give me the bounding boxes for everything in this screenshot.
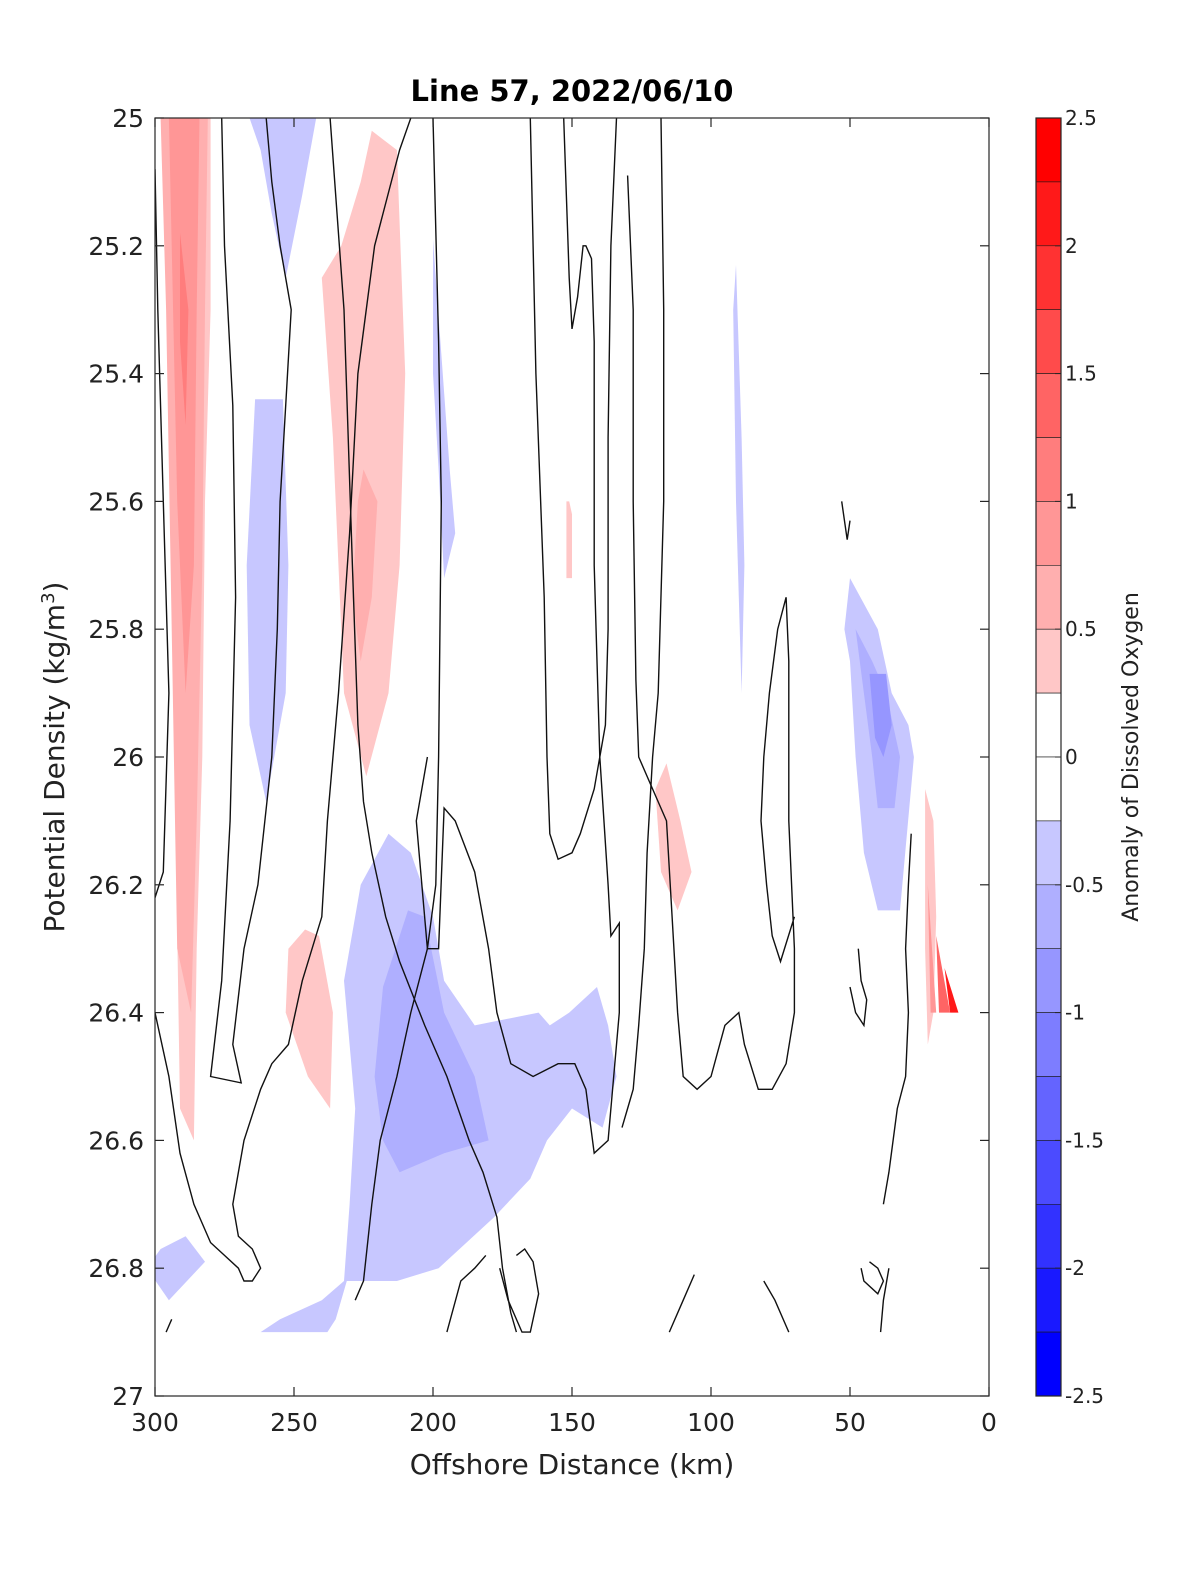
y-tick-label: 25.2 — [88, 232, 144, 261]
anomaly-region — [655, 763, 692, 911]
anomaly-region — [180, 233, 189, 425]
contour-line — [209, 118, 292, 1084]
anomaly-region — [285, 929, 333, 1109]
filled-contour-regions — [155, 118, 959, 1333]
contour-line — [668, 1274, 695, 1333]
anomaly-region — [869, 673, 892, 757]
colorbar-segment — [1035, 245, 1062, 311]
contour-line — [529, 118, 618, 861]
anomaly-region — [936, 935, 951, 1013]
colorbar-tick-label: 0 — [1065, 745, 1078, 769]
x-tick-label: 100 — [687, 1408, 735, 1437]
y-tick-label: 25.4 — [88, 360, 144, 389]
anomaly-region — [246, 399, 289, 802]
anomaly-region — [352, 469, 378, 662]
y-tick-label: 26.6 — [88, 1126, 144, 1155]
chart-title: Line 57, 2022/06/10 — [411, 74, 734, 108]
anomaly-region — [733, 265, 745, 694]
colorbar-segment — [1035, 1204, 1062, 1269]
contour-line — [763, 1280, 790, 1333]
contour-line — [446, 1254, 487, 1333]
colorbar-segment — [1035, 884, 1062, 949]
anomaly-region — [944, 967, 959, 1013]
colorbar-segment — [1035, 1012, 1062, 1077]
x-tick-label: 200 — [409, 1408, 457, 1437]
colorbar-segment — [1035, 756, 1062, 822]
colorbar-tick-label: 0.5 — [1065, 617, 1097, 641]
y-axis-label-superscript: 3 — [38, 592, 59, 603]
anomaly-region — [927, 884, 937, 1013]
y-axis-label-close: ) — [38, 582, 71, 593]
colorbar-tick-label: 2.5 — [1065, 106, 1097, 130]
colorbar-segment — [1035, 1076, 1062, 1141]
anomaly-region — [249, 118, 317, 278]
x-axis-ticks: 300 250 200 150 100 50 0 — [131, 118, 997, 1437]
colorbar-tick-label: -1.5 — [1065, 1128, 1104, 1152]
colorbar-segment — [1035, 501, 1062, 566]
contour-line — [165, 1319, 173, 1333]
y-axis-ticks: 25 25.2 25.4 25.6 25.8 26 26.2 26.4 26.6 26.8 27 — [88, 104, 989, 1411]
anomaly-region — [155, 1236, 205, 1301]
contour-line — [626, 175, 796, 1091]
colorbar-tick-label: 1 — [1065, 489, 1078, 513]
colorbar-tick-label: -1 — [1065, 1001, 1085, 1025]
colorbar: 2.5 2 1.5 1 0.5 0 -0.5 -1 -1.5 -2 -2.5 — [1035, 106, 1104, 1408]
contour-line — [849, 948, 868, 1028]
colorbar-segment — [1035, 181, 1062, 247]
colorbar-tick-label: -2 — [1065, 1256, 1085, 1280]
colorbar-segment — [1035, 437, 1062, 502]
colorbar-segment — [1035, 117, 1062, 183]
x-tick-label: 0 — [981, 1408, 997, 1437]
contour-line — [155, 118, 412, 1282]
y-tick-label: 26.2 — [88, 871, 144, 900]
colorbar-label: Anomaly of Dissolved Oxygen — [1119, 592, 1144, 922]
colorbar-tick-label: 2 — [1065, 234, 1078, 258]
colorbar-segment — [1035, 564, 1062, 630]
contour-line — [354, 118, 443, 1301]
contour-line — [621, 118, 665, 1128]
colorbar-tick-label: -2.5 — [1065, 1384, 1104, 1408]
contour-line — [879, 1268, 890, 1333]
contour-line — [882, 833, 912, 1205]
contour-line — [860, 1261, 885, 1295]
contour-lines — [155, 118, 912, 1333]
y-tick-label: 25.6 — [88, 487, 144, 516]
anomaly-region — [566, 501, 572, 579]
colorbar-tick-label: 1.5 — [1065, 362, 1097, 386]
y-tick-label: 27 — [112, 1382, 144, 1411]
contour-line — [329, 118, 518, 1333]
anomaly-region — [166, 118, 200, 694]
x-tick-label: 150 — [548, 1408, 596, 1437]
contour-line — [499, 1247, 540, 1333]
y-tick-label: 26.4 — [88, 999, 144, 1028]
colorbar-segment — [1035, 692, 1062, 758]
colorbar-segment — [1035, 1140, 1062, 1205]
y-axis-label: Potential Density (kg/m3) — [38, 582, 72, 933]
x-tick-label: 50 — [834, 1408, 866, 1437]
contour-line — [415, 118, 620, 1155]
colorbar-segment — [1035, 948, 1062, 1013]
y-tick-label: 26.8 — [88, 1254, 144, 1283]
plot-area-background — [155, 118, 989, 1396]
colorbar-segment — [1035, 1331, 1062, 1397]
contour-line — [155, 169, 170, 898]
colorbar-segment — [1035, 1267, 1062, 1333]
y-tick-label: 25 — [112, 104, 144, 133]
colorbar-segment — [1035, 820, 1062, 886]
colorbar-segment — [1035, 373, 1062, 438]
x-tick-label: 250 — [270, 1408, 318, 1437]
colorbar-segment — [1035, 309, 1062, 374]
colorbar-tick-label: -0.5 — [1065, 873, 1104, 897]
y-tick-label: 26 — [112, 743, 144, 772]
contour-line — [841, 501, 851, 540]
x-tick-label: 300 — [131, 1408, 179, 1437]
y-axis-label-main: Potential Density (kg/m — [38, 604, 71, 933]
x-axis-label: Offshore Distance (km) — [410, 1448, 735, 1481]
colorbar-segment — [1035, 628, 1062, 694]
y-tick-label: 25.8 — [88, 615, 144, 644]
